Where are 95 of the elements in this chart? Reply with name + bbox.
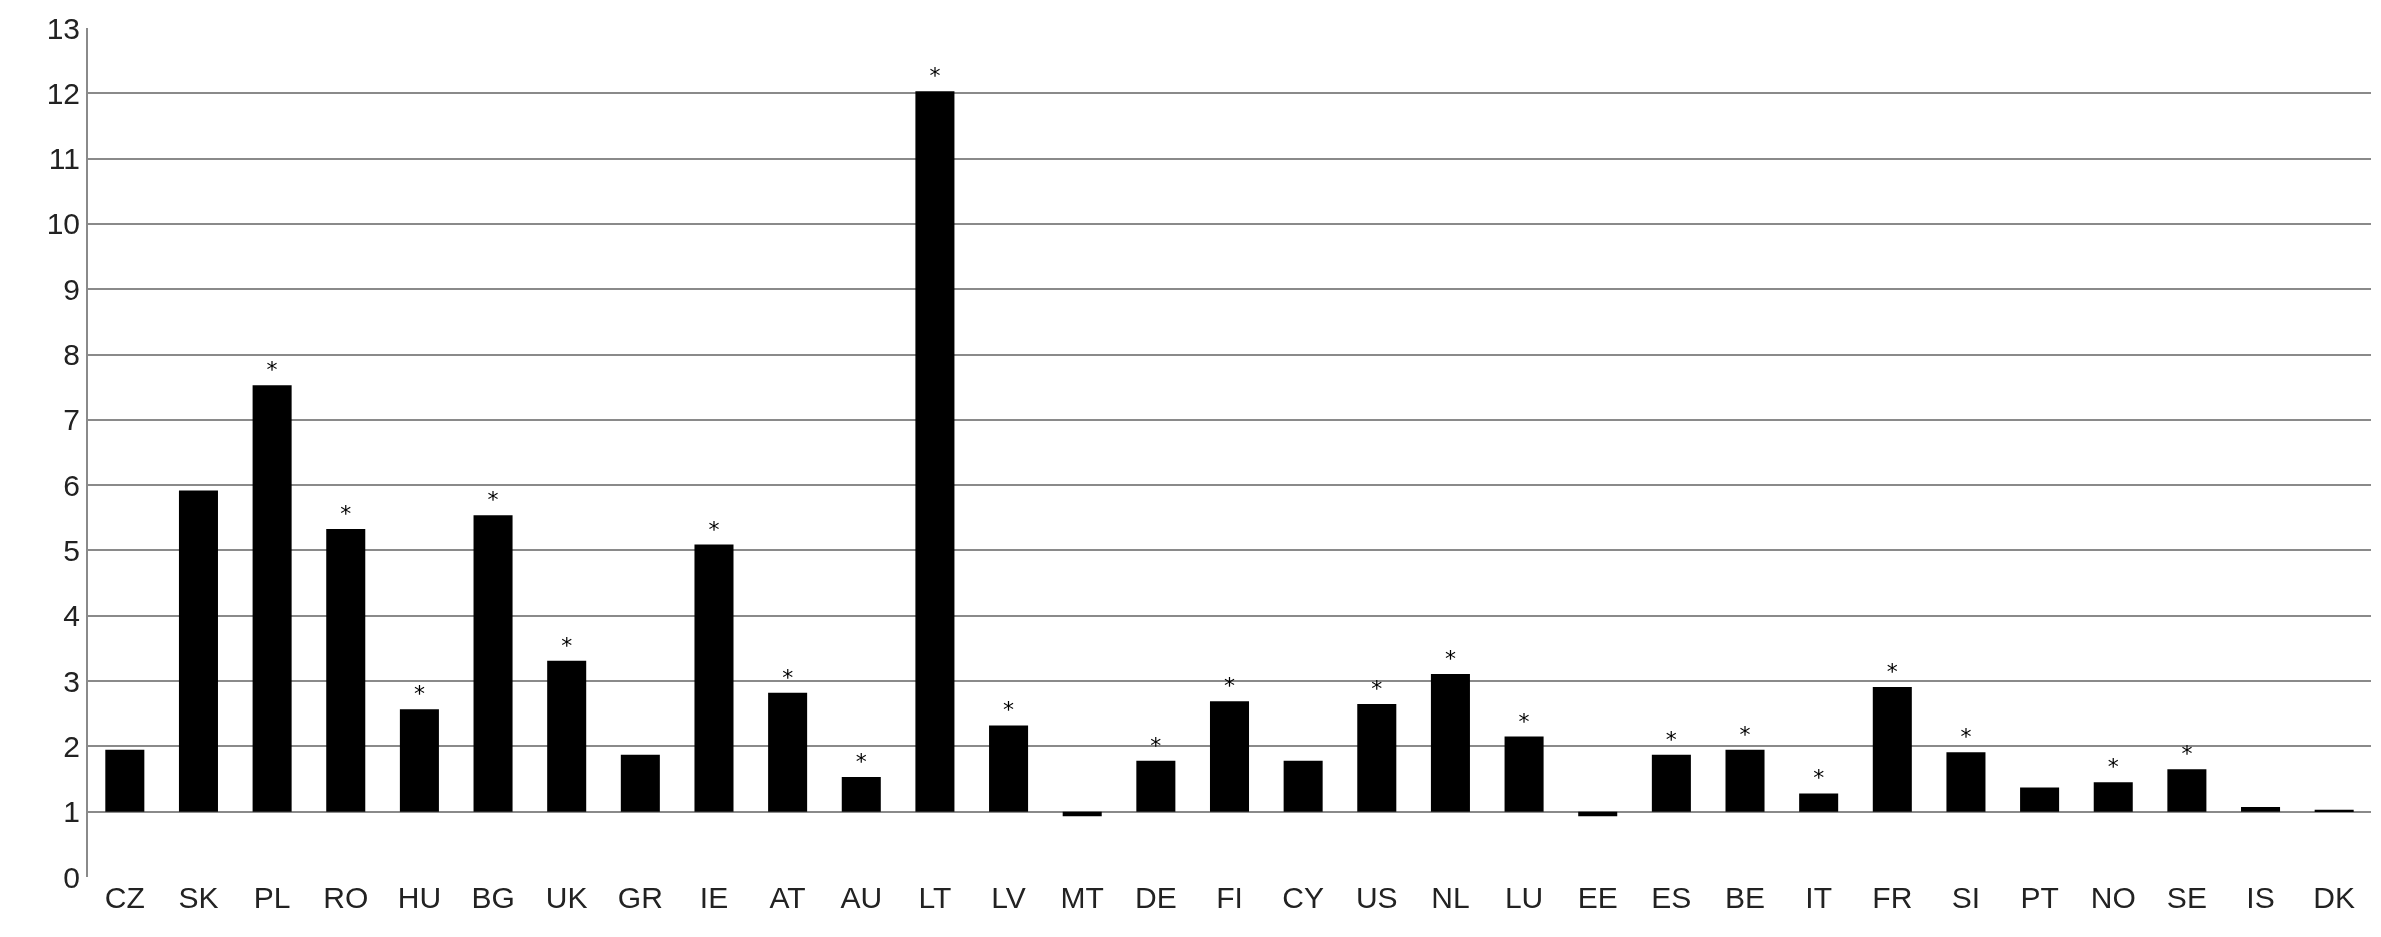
- x-tick-label: SE: [2166, 881, 2207, 914]
- data-label: *: [2181, 741, 2193, 767]
- bar: [399, 709, 439, 812]
- x-tick-label: SI: [1951, 881, 1981, 914]
- x-tick-label: CY: [1282, 881, 1324, 914]
- bar: [694, 544, 734, 812]
- x-tick-label: FR: [1872, 881, 1913, 914]
- y-tick-label: 2: [63, 729, 80, 763]
- x-tick-label: AU: [840, 881, 883, 914]
- bar: [989, 725, 1029, 812]
- x-tick-label: IS: [2246, 881, 2275, 914]
- y-tick-label: 8: [63, 338, 80, 372]
- x-tick-label: DE: [1135, 881, 1177, 914]
- x-tick-label: DK: [2313, 881, 2356, 914]
- bar: [2241, 807, 2281, 812]
- bar: [2020, 787, 2060, 812]
- bar: [2167, 769, 2207, 812]
- x-tick-label: SK: [178, 881, 219, 914]
- x-tick-label: BE: [1725, 881, 1766, 914]
- bar: [1946, 752, 1986, 812]
- y-tick-label: 9: [63, 272, 80, 306]
- bar: [841, 777, 881, 812]
- data-label: *: [1886, 658, 1898, 684]
- data-label: *: [1150, 732, 1162, 758]
- x-tick-label: RO: [323, 881, 369, 914]
- data-label: *: [855, 749, 867, 775]
- bar: [1136, 760, 1176, 812]
- bar: [252, 385, 292, 812]
- data-label: *: [1665, 726, 1677, 752]
- y-tick-label: 3: [63, 664, 80, 698]
- bar: [1430, 673, 1470, 812]
- y-tick-label: 6: [63, 468, 80, 502]
- x-tick-label: UK: [545, 881, 588, 914]
- y-tick-label: 5: [63, 533, 80, 567]
- bar: [1504, 736, 1544, 812]
- bar: [326, 528, 366, 812]
- data-label: *: [782, 664, 794, 690]
- bar: [915, 91, 955, 812]
- bar: [547, 660, 587, 812]
- data-label: *: [487, 487, 499, 513]
- data-label: *: [1813, 765, 1825, 791]
- x-tick-label: LU: [1504, 881, 1544, 914]
- x-tick-label: US: [1355, 881, 1398, 914]
- data-label: *: [1444, 645, 1456, 671]
- bar: [1799, 793, 1839, 812]
- x-tick-label: AT: [769, 881, 806, 914]
- y-tick-label: 7: [63, 403, 80, 437]
- x-tick-label: HU: [397, 881, 442, 914]
- x-tick-label: LV: [991, 881, 1026, 914]
- x-tick-label: FI: [1216, 881, 1243, 914]
- data-label: *: [2107, 754, 2119, 780]
- y-tick-label: 0: [63, 860, 80, 894]
- y-tick-label: 1: [63, 795, 80, 829]
- data-label: *: [1371, 675, 1383, 701]
- bar: [1283, 760, 1323, 812]
- bar: [768, 692, 808, 812]
- data-label: *: [929, 63, 941, 89]
- bar: [1651, 754, 1691, 812]
- x-tick-label: IE: [699, 881, 729, 914]
- bar: [1725, 749, 1765, 812]
- bar: [105, 749, 145, 812]
- bar: [620, 754, 660, 812]
- bar: [178, 490, 218, 812]
- x-tick-label: IT: [1805, 881, 1832, 914]
- y-tick-label: 13: [46, 11, 80, 45]
- data-label: *: [1003, 697, 1015, 723]
- data-label: *: [561, 632, 573, 658]
- x-tick-label: NL: [1431, 881, 1470, 914]
- data-label: *: [266, 357, 278, 383]
- x-tick-label: EE: [1577, 881, 1618, 914]
- x-tick-label: MT: [1060, 881, 1104, 914]
- data-label: *: [1224, 673, 1235, 699]
- x-tick-label: ES: [1651, 881, 1692, 914]
- y-tick-label: 12: [46, 76, 80, 110]
- bar: [1209, 701, 1250, 812]
- x-tick-label: PL: [253, 881, 291, 914]
- y-tick-label: 11: [48, 142, 80, 176]
- data-label: *: [1960, 724, 1972, 750]
- data-label: *: [413, 681, 425, 707]
- y-tick-label: 4: [63, 599, 80, 633]
- x-tick-label: CZ: [104, 881, 145, 914]
- data-label: *: [1518, 708, 1530, 734]
- bar: [473, 515, 513, 812]
- x-tick-label: PT: [2020, 881, 2059, 914]
- y-tick-label: 10: [46, 207, 80, 241]
- bar: [1357, 703, 1397, 812]
- x-tick-label: NO: [2090, 881, 2136, 914]
- data-label: *: [1739, 721, 1751, 747]
- bar: [1872, 686, 1912, 812]
- x-tick-label: BG: [471, 881, 515, 914]
- x-tick-label: LT: [918, 881, 952, 914]
- bar: [2093, 782, 2133, 812]
- data-label: *: [708, 516, 720, 542]
- data-label: *: [340, 500, 352, 526]
- x-tick-label: GR: [617, 881, 663, 914]
